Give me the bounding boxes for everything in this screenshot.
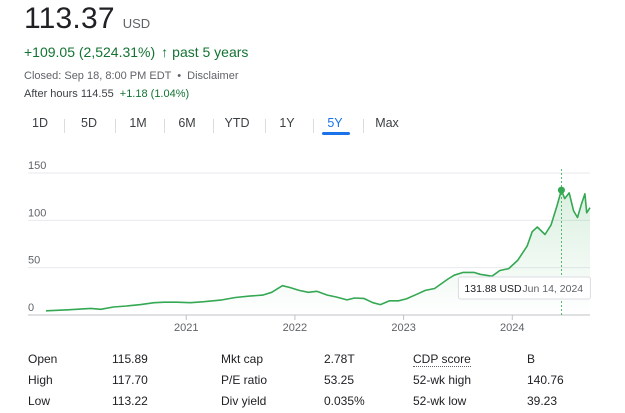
stats-row: Low 113.22 Div yield 0.035% 52-wk low 39… [28,394,608,412]
stat-label-mkt-cap: Mkt cap [221,352,264,366]
after-hours-price: 114.55 [80,88,114,100]
stats-row: Open 115.89 Mkt cap 2.78T CDP score B [28,352,608,370]
price-area-fill [46,190,590,315]
x-tick-label: 2021 [174,322,198,334]
stat-value-52wk-low: 39.23 [527,394,558,408]
tab-1d[interactable]: 1D [32,116,48,130]
current-price: 113.37 [24,2,115,35]
currency-label: USD [122,16,151,31]
tooltip-value: 131.88 USD [464,283,522,295]
disclaimer-link[interactable]: Disclaimer [187,70,239,82]
cursor-point [557,186,565,194]
tab-divider [115,119,116,133]
market-status-row: Closed: Sep 18, 8:00 PM EDT • Disclaimer [24,70,238,82]
tab-divider [313,119,314,133]
y-axis: 0 50 100 150 [28,160,46,314]
tab-6m[interactable]: 6M [178,116,196,130]
stat-label-low: Low [28,394,51,408]
price-line [45,189,591,312]
after-hours-label: After hours [24,88,78,100]
tab-divider [164,119,165,133]
price-tooltip: 131.88 USD Jun 14, 2024 [457,276,591,300]
stats-row: High 117.70 P/E ratio 53.25 52-wk high 1… [28,373,608,391]
price-change: +109.05 (2,524.31%) [24,44,156,60]
stat-value-52wk-high: 140.76 [527,373,564,387]
stat-label-pe-ratio: P/E ratio [221,373,268,387]
tab-1y[interactable]: 1Y [279,116,295,130]
stat-value-open: 115.89 [112,352,148,366]
y-tick-label: 0 [28,302,34,314]
stat-label-52wk-high: 52-wk high [413,373,472,387]
stat-value-mkt-cap: 2.78T [324,352,355,366]
price-header: 113.37 USD [24,2,150,36]
tooltip-date: Jun 14, 2024 [522,283,583,295]
arrow-up-icon: ↑ [161,44,169,60]
y-tick-label: 50 [28,255,40,267]
range-tabs: 1D 5D 1M 6M YTD 1Y 5Y Max [24,116,424,138]
tab-5d[interactable]: 5D [81,116,97,130]
stat-value-low: 113.22 [112,394,148,408]
tab-divider [213,119,214,133]
stat-label-div-yield: Div yield [221,394,267,408]
x-tick-label: 2023 [391,322,415,334]
y-tick-label: 150 [28,160,46,172]
tab-max[interactable]: Max [375,116,399,130]
stat-label-52wk-low: 52-wk low [413,394,467,408]
stat-value-high: 117.70 [112,373,148,387]
x-axis: 2021 2022 2023 2024 [174,315,525,334]
after-hours-row: After hours 114.55 +1.18 (1.04%) [24,88,189,100]
stat-value-pe-ratio: 53.25 [324,373,355,387]
stat-value-cdp-score: B [527,352,536,366]
active-tab-indicator [322,132,350,135]
tab-divider [64,119,65,133]
tab-ytd[interactable]: YTD [224,116,250,130]
stat-label-high: High [28,373,53,387]
x-tick-label: 2022 [283,322,307,334]
tab-5y[interactable]: 5Y [327,116,343,130]
change-period: past 5 years [172,44,249,60]
tab-1m[interactable]: 1M [129,116,147,130]
stat-value-div-yield: 0.035% [324,394,365,408]
closed-timestamp: Closed: Sep 18, 8:00 PM EDT [24,70,172,82]
separator-dot: • [177,70,182,82]
cdp-score-link[interactable]: CDP score [413,352,471,367]
after-hours-change: +1.18 (1.04%) [119,88,190,100]
tab-divider [363,119,364,133]
stat-label-open: Open [28,352,58,366]
price-chart[interactable]: 0 50 100 150 2021 2022 2023 2024 131.88 USD Ju… [0,160,625,340]
tab-divider [265,119,266,133]
y-tick-label: 100 [28,207,46,219]
price-change-row: +109.05 (2,524.31%) ↑ past 5 years [24,44,248,60]
tooltip-box [457,276,591,300]
x-tick-label: 2024 [500,322,524,334]
